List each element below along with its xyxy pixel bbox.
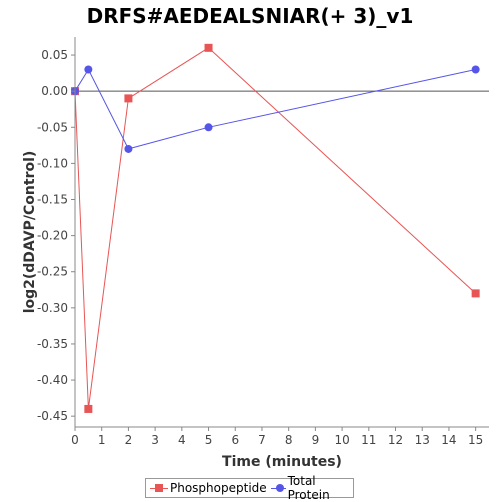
x-tick-label: 3: [151, 433, 159, 447]
data-point-total-protein: [471, 65, 480, 74]
legend-label-phosphopeptide: Phosphopeptide: [170, 481, 267, 495]
chart-title: DRFS#AEDEALSNIAR(+ 3)_v1: [86, 4, 414, 28]
x-tick-label: 8: [285, 433, 293, 447]
x-tick-label: 2: [125, 433, 133, 447]
chart-legend: Phosphopeptide Total Protein: [145, 474, 354, 502]
legend-item-total-protein: Total Protein: [270, 474, 349, 502]
x-tick-label: 6: [231, 433, 239, 447]
x-tick-label: 14: [441, 433, 456, 447]
x-tick-label: 10: [334, 433, 349, 447]
plot-area: [75, 37, 489, 427]
data-point-phosphopeptide: [84, 404, 93, 413]
y-tick-label: -0.35: [37, 337, 68, 351]
x-tick-label: 1: [98, 433, 106, 447]
legend-item-phosphopeptide: Phosphopeptide: [150, 481, 267, 495]
y-tick-label: -0.45: [37, 409, 68, 423]
y-tick-label: 0.00: [41, 84, 68, 98]
y-tick-label: 0.05: [41, 48, 68, 62]
y-tick-label: -0.15: [37, 193, 68, 207]
y-tick-label: -0.10: [37, 156, 68, 170]
y-tick-label: -0.20: [37, 229, 68, 243]
x-tick-label: 4: [178, 433, 186, 447]
x-tick-label: 13: [415, 433, 430, 447]
legend-label-total-protein: Total Protein: [287, 474, 330, 502]
x-tick-label: 7: [258, 433, 266, 447]
x-tick-label: 15: [468, 433, 483, 447]
data-point-total-protein: [124, 144, 133, 153]
data-point-phosphopeptide: [124, 94, 133, 103]
x-axis-label: Time (minutes): [222, 454, 342, 470]
legend-swatch-phosphopeptide: [150, 483, 168, 493]
x-tick-label: 12: [388, 433, 403, 447]
data-point-phosphopeptide: [204, 43, 213, 52]
x-tick-label: 9: [312, 433, 320, 447]
y-tick-label: -0.05: [37, 120, 68, 134]
x-tick-label: 5: [205, 433, 213, 447]
y-tick-label: -0.40: [37, 373, 68, 387]
x-tick-label: 0: [71, 433, 79, 447]
legend-swatch-total-protein: [270, 483, 286, 493]
x-tick-label: 11: [361, 433, 376, 447]
y-axis-label: log2(dDAVP/Control): [22, 151, 38, 314]
data-point-phosphopeptide: [471, 289, 480, 298]
data-point-total-protein: [204, 123, 213, 132]
y-tick-label: -0.30: [37, 301, 68, 315]
data-point-total-protein: [84, 65, 93, 74]
y-tick-label: -0.25: [37, 265, 68, 279]
